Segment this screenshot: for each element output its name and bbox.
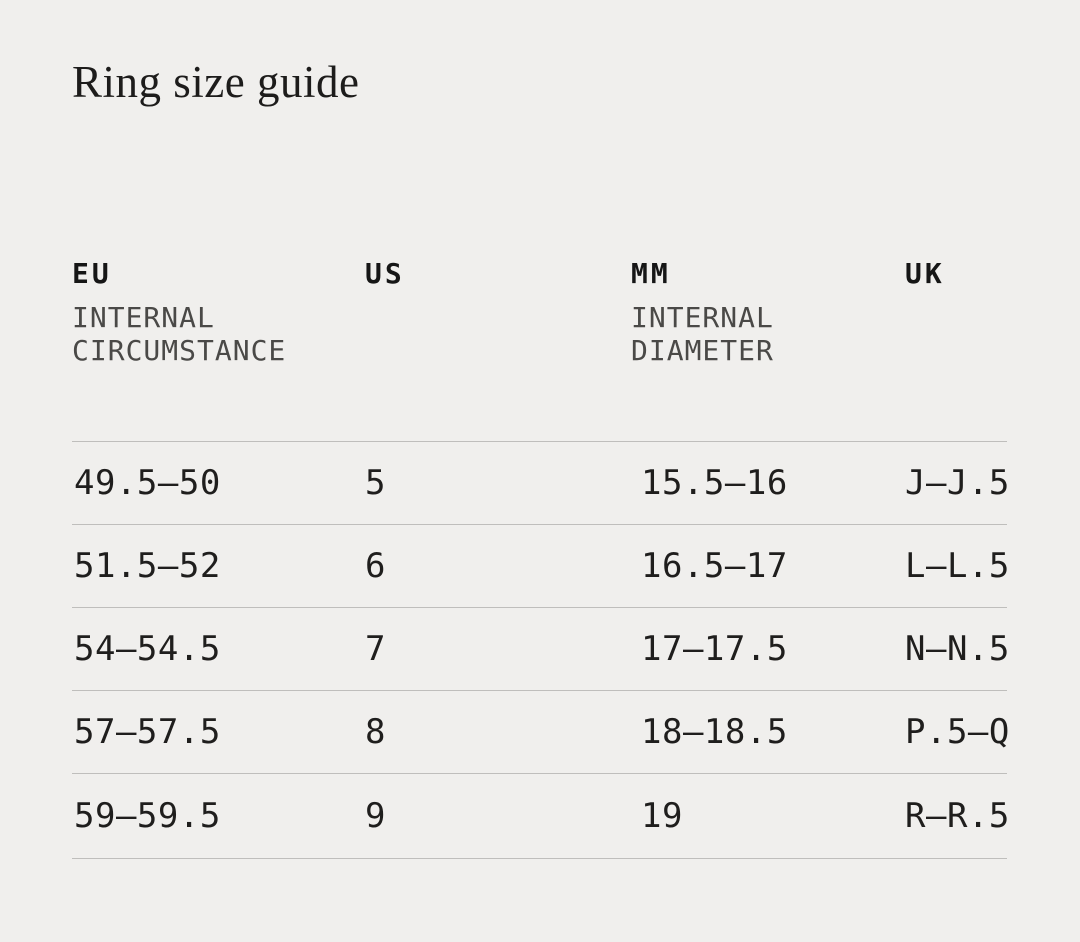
- cell-us: 6: [365, 545, 386, 586]
- cell-uk: L—L.5: [905, 545, 1010, 586]
- cell-mm: 16.5—17: [641, 545, 788, 586]
- column-label-us: US: [365, 256, 405, 290]
- column-sublabel-eu: INTERNAL CIRCUMSTANCE: [72, 300, 287, 367]
- cell-uk: R—R.5: [905, 795, 1010, 836]
- table-row: 57—57.5 8 18—18.5 P.5—Q: [72, 689, 1010, 773]
- cell-us: 8: [365, 711, 386, 752]
- cell-eu: 54—54.5: [74, 628, 221, 669]
- cell-uk: J—J.5: [905, 462, 1010, 503]
- size-table: EU INTERNAL CIRCUMSTANCE US MM INTERNAL …: [72, 256, 1010, 859]
- column-label-eu: EU: [72, 256, 112, 290]
- table-row: 59—59.5 9 19 R—R.5: [72, 772, 1010, 859]
- cell-mm: 17—17.5: [641, 628, 788, 669]
- page-title: Ring size guide: [72, 57, 360, 107]
- cell-uk: P.5—Q: [905, 711, 1010, 752]
- column-header-eu: EU INTERNAL CIRCUMSTANCE: [72, 256, 365, 367]
- cell-us: 7: [365, 628, 386, 669]
- cell-mm: 18—18.5: [641, 711, 788, 752]
- column-label-uk: UK: [905, 256, 945, 290]
- table-row: 51.5—52 6 16.5—17 L—L.5: [72, 523, 1010, 607]
- table-row: 49.5—50 5 15.5—16 J—J.5: [72, 440, 1010, 524]
- cell-uk: N—N.5: [905, 628, 1010, 669]
- column-sublabel-mm: INTERNAL DIAMETER: [631, 300, 774, 367]
- cell-eu: 57—57.5: [74, 711, 221, 752]
- cell-mm: 15.5—16: [641, 462, 788, 503]
- table-row: 54—54.5 7 17—17.5 N—N.5: [72, 606, 1010, 690]
- cell-eu: 51.5—52: [74, 545, 221, 586]
- cell-eu: 59—59.5: [74, 795, 221, 836]
- cell-eu: 49.5—50: [74, 462, 221, 503]
- column-header-mm: MM INTERNAL DIAMETER: [631, 256, 905, 367]
- table-header-row: EU INTERNAL CIRCUMSTANCE US MM INTERNAL …: [72, 256, 1007, 367]
- column-header-us: US: [365, 256, 631, 367]
- cell-us: 5: [365, 462, 386, 503]
- column-label-mm: MM: [631, 256, 671, 290]
- table-body: 49.5—50 5 15.5—16 J—J.5 51.5—52 6 16.5—1…: [72, 440, 1010, 859]
- cell-us: 9: [365, 795, 386, 836]
- cell-mm: 19: [641, 795, 683, 836]
- column-header-uk: UK: [905, 256, 1007, 367]
